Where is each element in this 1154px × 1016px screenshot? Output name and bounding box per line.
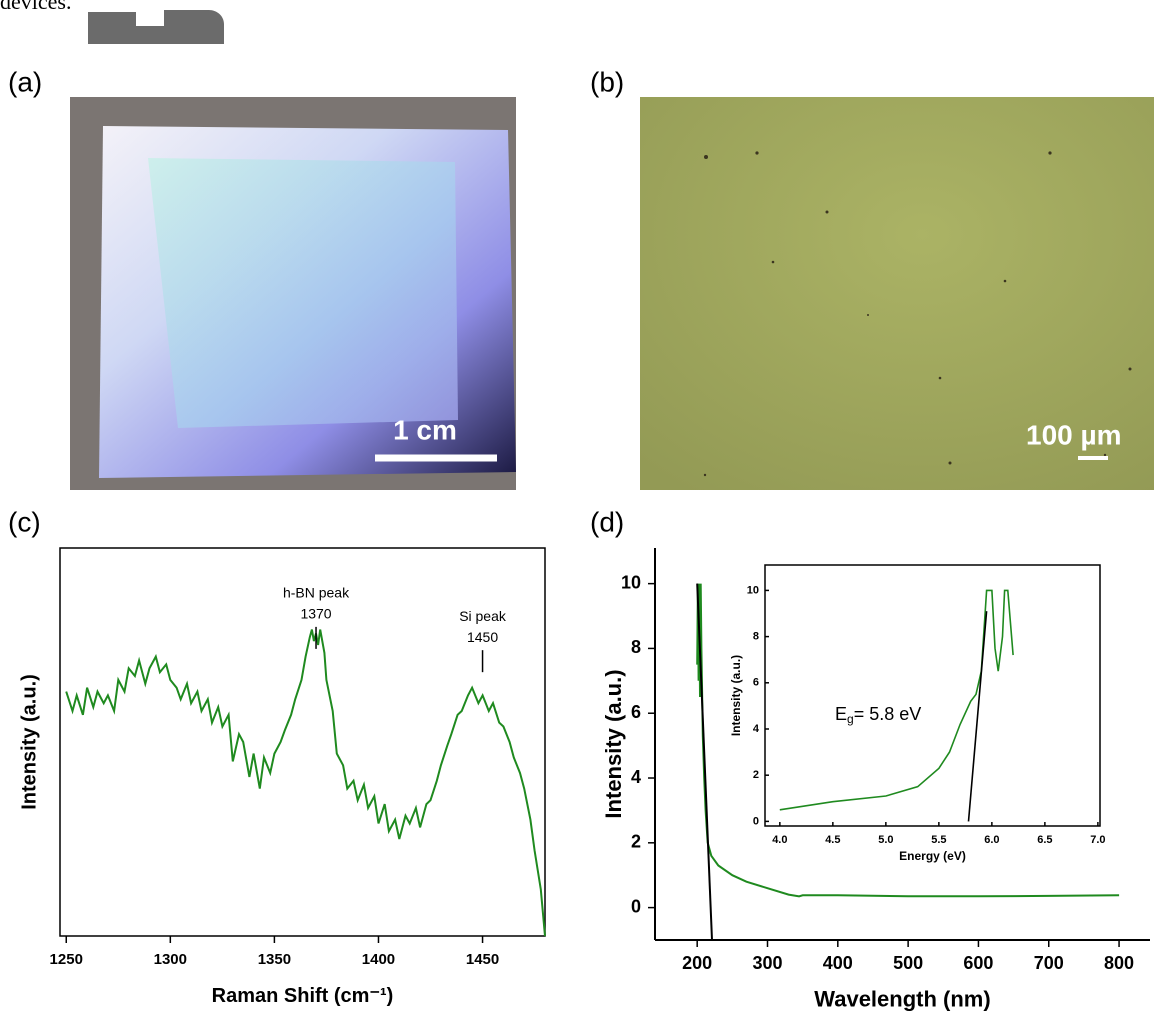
x-tick-label: 6.0: [984, 834, 999, 846]
film: [148, 158, 458, 428]
x-tick-label: 500: [893, 953, 923, 973]
x-tick-label: 600: [963, 953, 993, 973]
series-line: [696, 583, 713, 941]
y-tick-label: 4: [631, 767, 641, 787]
plot-frame: [764, 564, 1101, 827]
y-tick-label: 6: [631, 702, 641, 722]
y-axis-title: Intensity (a.u.): [18, 674, 40, 810]
specks: [703, 151, 1132, 477]
x-tick-label: 5.5: [931, 834, 946, 846]
x-axis-title: Raman Shift (cm⁻¹): [212, 985, 394, 1007]
x-tick-label: 7.0: [1090, 834, 1105, 846]
x-axis-title: Energy (eV): [899, 849, 966, 863]
y-tick-label: 2: [631, 832, 641, 852]
y-axis-title: Intensity (a.u.): [601, 669, 626, 818]
x-tick-label: 800: [1104, 953, 1134, 973]
x-tick-label: 300: [752, 953, 782, 973]
y-tick-label: 8: [753, 631, 759, 643]
band-gap-symbol: E: [835, 704, 847, 724]
x-tick-label: 400: [823, 953, 853, 973]
scale-bar-label: 100 µm: [1026, 419, 1122, 450]
y-tick-label: 10: [747, 584, 759, 596]
y-tick-label: 4: [753, 723, 760, 735]
x-tick-label: 5.0: [878, 834, 893, 846]
annotation-title: h-BN peak: [283, 585, 350, 601]
x-tick-label: 6.5: [1037, 834, 1052, 846]
panel-label: (b): [590, 66, 624, 97]
panel-label: (a): [8, 66, 42, 97]
y-tick-label: 0: [631, 896, 641, 916]
y-tick-label: 8: [631, 637, 641, 657]
x-tick-label: 4.5: [825, 834, 840, 846]
band-gap-subscript: g: [847, 712, 854, 726]
y-tick-label: 0: [753, 815, 759, 827]
page-fragment: devices.: [0, 0, 71, 14]
series-line: [779, 589, 1014, 811]
plot-frame: [59, 547, 546, 937]
annotation-value: 1450: [467, 629, 498, 645]
annotation-title: Si peak: [459, 608, 507, 624]
y-tick-label: 10: [621, 572, 641, 592]
x-tick-label: 1350: [258, 951, 291, 968]
y-tick-label: 6: [753, 677, 759, 689]
x-tick-label: 4.0: [772, 834, 787, 846]
x-axis-title: Wavelength (nm): [814, 987, 990, 1012]
band-gap-text: = 5.8 eV: [854, 704, 922, 724]
scale-bar-label: 1 cm: [393, 414, 457, 445]
band-gap-label: Eg= 5.8 eV: [835, 704, 921, 726]
x-tick-label: 1250: [50, 951, 83, 968]
panel-label: (d): [590, 506, 624, 537]
x-tick-label: 200: [682, 953, 712, 973]
y-axis-title: Intensity (a.u.): [729, 655, 743, 736]
y-tick-label: 2: [753, 769, 759, 781]
series-line: [696, 583, 1120, 898]
panel-label: (c): [8, 506, 41, 537]
series-line: [967, 611, 988, 822]
x-tick-label: 1300: [154, 951, 187, 968]
header-graphic: [88, 10, 224, 44]
x-tick-label: 1400: [362, 951, 395, 968]
series-line: [65, 629, 546, 937]
photo-background: [640, 97, 1154, 490]
x-tick-label: 1450: [466, 951, 499, 968]
annotation-value: 1370: [300, 606, 331, 622]
x-tick-label: 700: [1034, 953, 1064, 973]
